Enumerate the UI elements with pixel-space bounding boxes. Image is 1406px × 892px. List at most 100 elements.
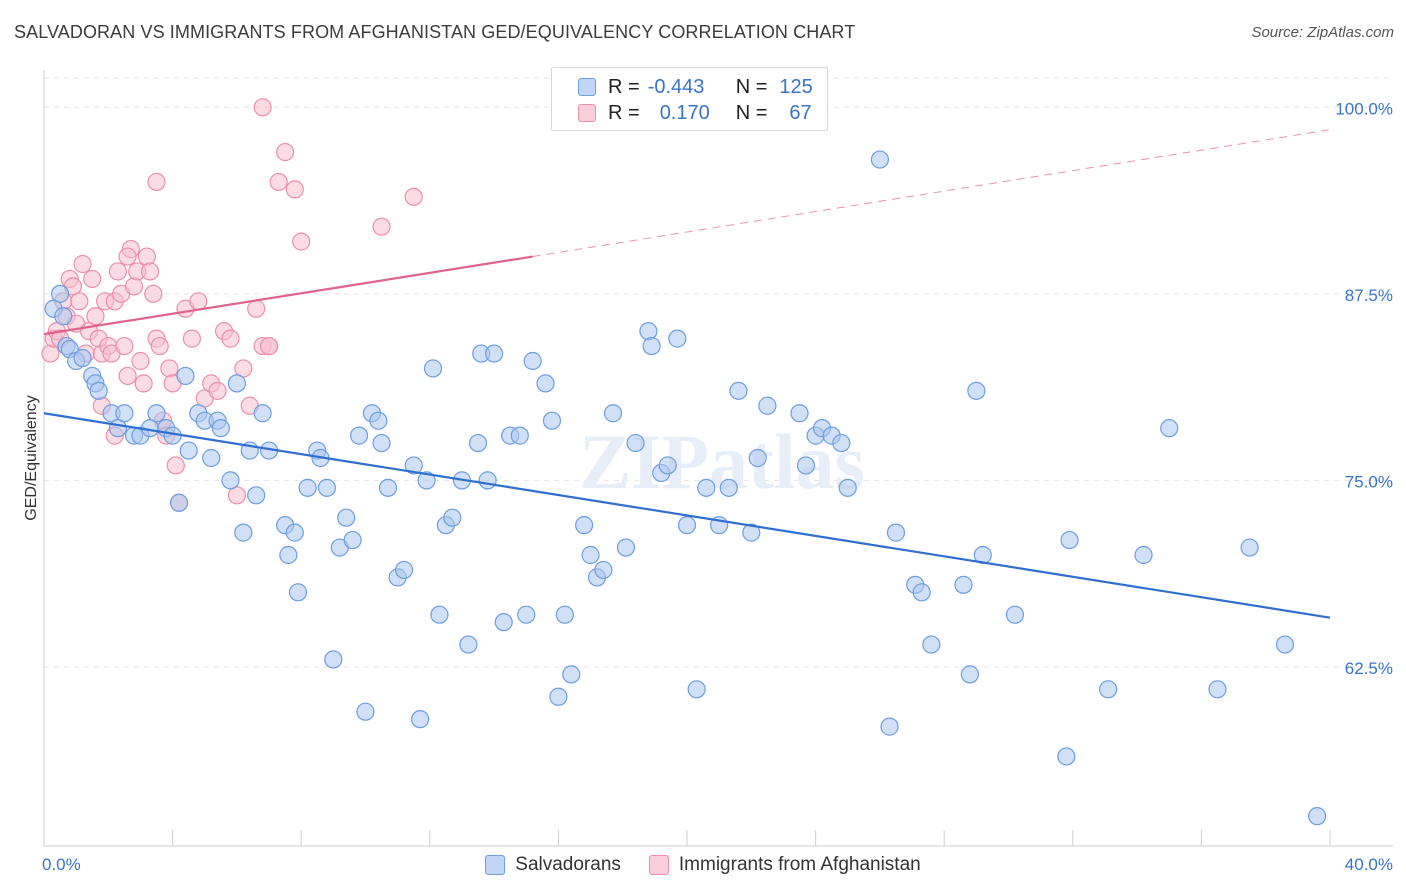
salvadoran-point (639, 322, 658, 341)
afghanistan-point (372, 217, 391, 236)
salvadoran-point (960, 665, 980, 684)
salvadoran-point (234, 523, 253, 542)
legend-row-afghanistan: R = 0.170 N = 67 (578, 100, 812, 126)
salvadoran-point (478, 471, 497, 490)
afghanistan-point (73, 254, 92, 274)
legend-swatch-pink (648, 855, 669, 875)
afghanistan-point (269, 172, 288, 192)
afghanistan-point (115, 336, 134, 356)
afghanistan-point (182, 329, 201, 348)
salvadoran-point (1208, 680, 1227, 699)
afghanistan-point (140, 262, 160, 281)
salvadoran-point (73, 348, 92, 368)
afghanistan-point (108, 262, 128, 281)
salvadoran-point (89, 381, 108, 400)
chart-title: SALVADORAN VS IMMIGRANTS FROM AFGHANISTA… (14, 22, 856, 42)
afghanistan-point (86, 307, 105, 326)
legend-item-salvadorans: Salvadorans (485, 854, 621, 876)
afghanistan-point (70, 292, 89, 311)
legend-label: Immigrants from Afghanistan (678, 854, 921, 875)
salvadoran-point (1134, 545, 1153, 565)
salvadoran-point (411, 710, 430, 729)
afghanistan-point (253, 98, 272, 117)
salvadoran-point (169, 493, 189, 512)
afghanistan-point (118, 366, 137, 386)
afghanistan-point (285, 180, 304, 199)
afghanistan-point (134, 374, 153, 393)
afghanistan-point (404, 187, 423, 206)
salvadoran-point (485, 344, 504, 363)
salvadoran-point (337, 508, 356, 527)
legend-row-salvadorans: R = -0.443 N = 125 (578, 74, 813, 100)
salvadoran-point (603, 404, 623, 423)
salvadoran-point (288, 583, 308, 602)
legend-n-value: 67 (789, 101, 812, 124)
afghanistan-trend-extension (532, 129, 1331, 258)
salvadoran-point (562, 665, 581, 684)
salvadoran-point (356, 702, 375, 721)
salvadoran-point (838, 478, 857, 497)
salvadoran-point (594, 560, 613, 580)
y-tick-label: 62.5% (1345, 659, 1393, 678)
legend-swatch-pink (578, 104, 596, 122)
salvadoran-point (581, 545, 600, 565)
salvadoran-point (742, 523, 761, 542)
salvadoran-point (1099, 680, 1118, 699)
afghanistan-point (160, 359, 179, 378)
salvadoran-point (658, 456, 677, 475)
salvadoran-point (758, 396, 777, 415)
salvadoran-point (50, 284, 70, 303)
salvadoran-point (719, 478, 738, 497)
salvadoran-point (378, 478, 398, 497)
salvadoran-point (221, 471, 240, 490)
y-tick-label: 100.0% (1335, 99, 1393, 118)
afghanistan-trend-line (43, 255, 533, 336)
legend-item-afghanistan: Immigrants from Afghanistan (648, 854, 921, 876)
y-tick-label: 75.0% (1345, 472, 1393, 491)
salvadoran-point (430, 605, 449, 624)
salvadoran-point (870, 150, 890, 169)
salvadoran-point (536, 374, 555, 393)
afghanistan-point (276, 142, 295, 162)
salvadoran-point (423, 359, 443, 378)
salvadoran-point (404, 456, 423, 475)
afghanistan-point (144, 284, 163, 303)
legend-swatch-blue (485, 855, 506, 875)
salvadoran-point (298, 478, 317, 497)
salvadoran-point (575, 516, 594, 535)
source-label: Source: ZipAtlas.com (1251, 24, 1394, 41)
y-tick-label: 87.5% (1345, 286, 1393, 305)
afghanistan-point (131, 351, 150, 371)
salvadoran-point (227, 374, 246, 393)
salvadoran-point (115, 404, 134, 423)
salvadoran-point (459, 635, 478, 654)
salvadoran-point (510, 426, 529, 445)
salvadoran-point (523, 351, 542, 371)
afghanistan-point (124, 277, 144, 296)
salvadoran-point (147, 404, 166, 423)
salvadoran-point (880, 717, 899, 736)
afghanistan-point (150, 336, 169, 356)
salvadoran-point (912, 583, 931, 602)
salvadoran-point (517, 605, 536, 624)
salvadoran-point (494, 613, 513, 632)
salvadoran-point (285, 523, 304, 542)
x-tick-label: 40.0% (1345, 855, 1393, 874)
salvadorans-trend-line (43, 412, 1331, 619)
legend-n-label: N = (735, 75, 768, 98)
salvadoran-point (677, 516, 697, 535)
legend-r-label: R = (608, 101, 640, 124)
salvadoran-point (790, 404, 809, 423)
salvadoran-point (1308, 807, 1327, 826)
salvadoran-point (324, 650, 343, 669)
salvadoran-point (687, 680, 706, 699)
afghanistan-point (292, 232, 311, 251)
y-axis-label: GED/Equivalency (23, 395, 40, 520)
legend-r-value: 0.170 (659, 101, 710, 124)
salvadoran-point (279, 545, 298, 565)
afghanistan-point (247, 299, 266, 318)
salvadoran-point (211, 419, 230, 438)
salvadoran-point (542, 411, 562, 430)
salvadoran-point (317, 478, 337, 497)
